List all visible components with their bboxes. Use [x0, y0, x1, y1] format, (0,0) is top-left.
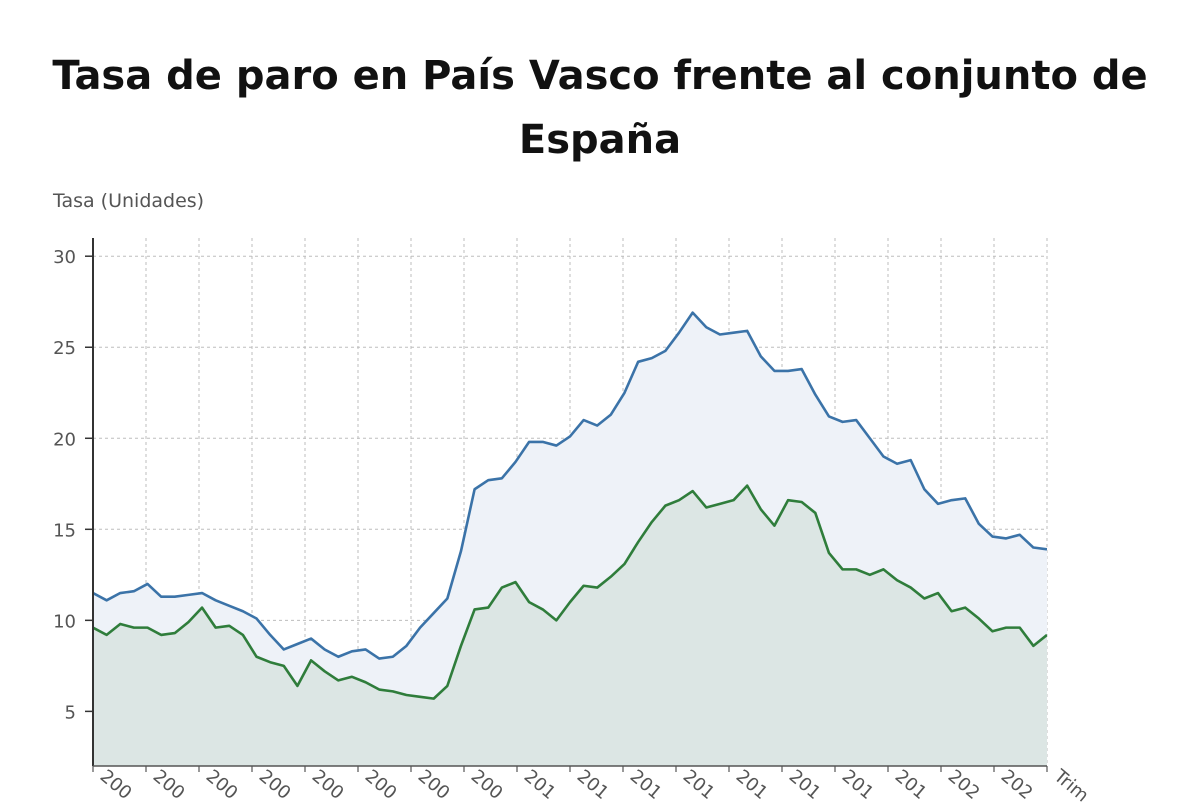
x-tick-label: 200	[96, 766, 136, 804]
x-tick-label: 200	[467, 766, 507, 804]
y-tick-label: 10	[53, 611, 76, 632]
x-tick-label: Trim	[1049, 765, 1093, 806]
x-tick-label: 200	[414, 766, 454, 804]
x-tick-label: 200	[255, 766, 295, 804]
x-tick-label: 201	[520, 766, 560, 804]
x-ticks: 200 200 200 200 200 200 200 200 201 201 201 201 201 2…	[92, 765, 1093, 806]
x-tick-label: 201	[785, 766, 825, 804]
series-line-1	[93, 484, 1047, 700]
series-line-0	[93, 311, 1047, 660]
x-tick-label: 200	[149, 766, 189, 804]
x-tick-label: 200	[361, 766, 401, 804]
x-tick-label: 201	[626, 766, 666, 804]
x-tick-label: 201	[573, 766, 613, 804]
series-area-1	[93, 485, 1047, 766]
y-tick-label: 15	[53, 520, 76, 541]
x-tick-label: 200	[308, 766, 348, 804]
x-tick-label: 202	[997, 766, 1037, 804]
line-layer	[93, 311, 1047, 700]
y-tick-label: 25	[53, 338, 76, 359]
x-tick-label: 202	[944, 766, 984, 804]
x-tick-label: 201	[838, 766, 878, 804]
y-tick-label: 20	[53, 429, 76, 450]
y-tick-label: 30	[53, 247, 76, 268]
chart-title: Tasa de paro en País Vasco frente al con…	[52, 53, 1148, 163]
x-tick-label: 201	[732, 766, 772, 804]
x-tick-label: 201	[891, 766, 931, 804]
x-tick-label: 201	[679, 766, 719, 804]
y-axis-label: Tasa (Unidades)	[53, 190, 205, 212]
x-tick-label: 200	[202, 766, 242, 804]
y-tick-label: 5	[65, 702, 76, 723]
area-layer	[93, 312, 1047, 766]
y-ticks: 5 10 15 20 25 30	[53, 247, 93, 723]
